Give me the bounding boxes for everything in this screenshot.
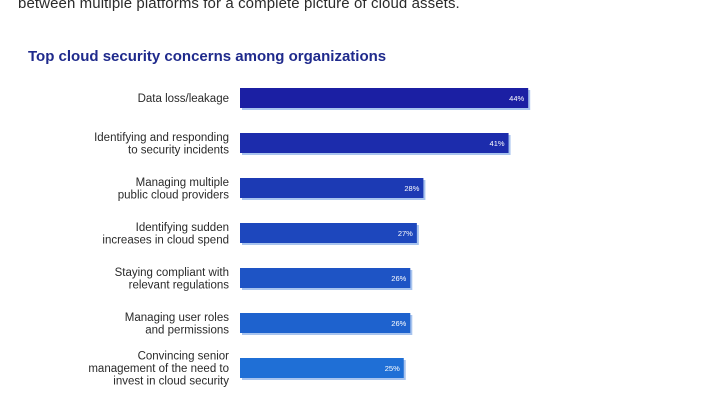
chart-title: Top cloud security concerns among organi…: [28, 48, 387, 65]
data-label: 41%: [490, 139, 505, 148]
bar: [240, 133, 509, 153]
bar: [240, 88, 529, 108]
bar: [240, 223, 417, 243]
bar: [240, 268, 411, 288]
category-label: Identifying and responding to security in…: [94, 132, 229, 157]
category-label: Data loss/leakage: [138, 93, 229, 105]
data-label: 44%: [509, 94, 524, 103]
intro-text: between multiple platforms for a complet…: [18, 0, 460, 12]
data-label: 26%: [391, 274, 406, 283]
category-label: Managing user roles and permissions: [125, 312, 229, 337]
bar: [240, 178, 424, 198]
data-label: 27%: [398, 229, 413, 238]
data-label: 26%: [391, 319, 406, 328]
category-label: Convincing senior management of the need …: [88, 351, 229, 388]
data-label: 25%: [385, 364, 400, 373]
category-label: Identifying sudden increases in cloud spe…: [102, 222, 229, 247]
bar: [240, 358, 404, 378]
category-label: Managing multiple public cloud providers: [118, 177, 229, 202]
category-label: Staying compliant with relevant regulatio…: [115, 267, 230, 292]
bar: [240, 313, 411, 333]
data-label: 28%: [404, 184, 419, 193]
